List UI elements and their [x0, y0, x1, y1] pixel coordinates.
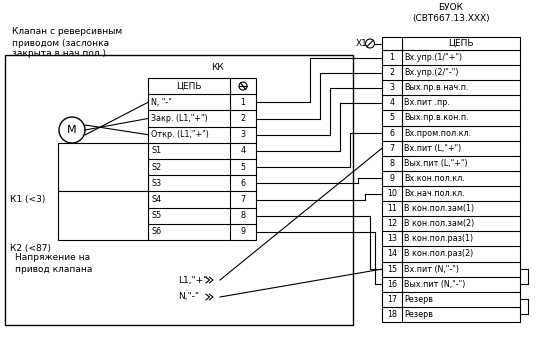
Text: L1,"+": L1,"+": [178, 275, 208, 285]
Text: В кон.пол.зам(2): В кон.пол.зам(2): [404, 219, 474, 228]
Text: 14: 14: [387, 250, 397, 258]
Text: S5: S5: [151, 211, 161, 220]
Text: 6: 6: [390, 129, 395, 138]
Text: КК: КК: [212, 64, 224, 72]
Text: 5: 5: [240, 163, 246, 172]
Text: В кон.пол.раз(1): В кон.пол.раз(1): [404, 234, 473, 243]
Text: 10: 10: [387, 189, 397, 198]
Text: Вх.упр.(1/"+"): Вх.упр.(1/"+"): [404, 53, 462, 62]
Text: К1 (<3): К1 (<3): [10, 195, 45, 204]
Text: 1: 1: [240, 98, 245, 107]
Text: Вых.пр.в.нач.п.: Вых.пр.в.нач.п.: [404, 83, 468, 92]
Text: 2: 2: [240, 114, 246, 123]
Text: Вх.пром.пол.кл.: Вх.пром.пол.кл.: [404, 129, 471, 138]
Text: Вх.пит (N,"-"): Вх.пит (N,"-"): [404, 265, 459, 274]
Text: ЦЕПЬ: ЦЕПЬ: [448, 39, 474, 48]
Text: 9: 9: [240, 227, 246, 236]
Text: Закр. (L1,"+"): Закр. (L1,"+"): [151, 114, 208, 123]
Text: Клапан с реверсивным: Клапан с реверсивным: [12, 28, 122, 36]
Text: 5: 5: [390, 114, 395, 122]
Text: закрыта в нач.пол.): закрыта в нач.пол.): [12, 50, 106, 58]
Text: ЦЕПЬ: ЦЕПЬ: [176, 82, 202, 90]
Text: 15: 15: [387, 265, 397, 274]
Bar: [5, 55, 353, 325]
Text: S3: S3: [151, 179, 161, 188]
Text: 8: 8: [240, 211, 245, 220]
Text: К2 (<87): К2 (<87): [10, 243, 51, 253]
Text: Вых.пит (N,"-"): Вых.пит (N,"-"): [404, 280, 465, 289]
Text: Вх.упр.(2/"-"): Вх.упр.(2/"-"): [404, 68, 459, 77]
Text: Вых.пит (L,"+"): Вых.пит (L,"+"): [404, 159, 468, 168]
Text: 3: 3: [390, 83, 395, 92]
Text: Откр. (L1,"+"): Откр. (L1,"+"): [151, 130, 209, 139]
Text: (СВТ667.13.ХХХ): (СВТ667.13.ХХХ): [412, 15, 490, 23]
Text: Вых.пр.в.кон.п.: Вых.пр.в.кон.п.: [404, 114, 468, 122]
Text: 7: 7: [390, 144, 395, 153]
Text: В кон.пол.зам(1): В кон.пол.зам(1): [404, 204, 474, 213]
Text: 18: 18: [387, 310, 397, 319]
Text: Вх.пит .пр.: Вх.пит .пр.: [404, 98, 450, 107]
Text: 11: 11: [387, 204, 397, 213]
Text: 1: 1: [390, 53, 395, 62]
Text: В кон.пол.раз(2): В кон.пол.раз(2): [404, 250, 473, 258]
Text: 2: 2: [390, 68, 395, 77]
Text: Напряжение на: Напряжение на: [15, 254, 90, 262]
Text: приводом (заслонка: приводом (заслонка: [12, 38, 109, 48]
Text: 7: 7: [240, 195, 246, 204]
Text: S4: S4: [151, 195, 161, 204]
Text: 13: 13: [387, 234, 397, 243]
Text: N,"-": N,"-": [178, 292, 199, 302]
Text: 4: 4: [390, 98, 395, 107]
Text: 12: 12: [387, 219, 397, 228]
Text: S6: S6: [151, 227, 161, 236]
Text: 16: 16: [387, 280, 397, 289]
Text: S2: S2: [151, 163, 161, 172]
Bar: [58, 143, 148, 191]
Bar: [382, 37, 520, 322]
Text: БУОК: БУОК: [439, 3, 464, 13]
Text: 9: 9: [390, 174, 395, 183]
Text: Резерв: Резерв: [404, 295, 433, 304]
Text: 3: 3: [240, 130, 245, 139]
Text: Х1: Х1: [356, 39, 368, 48]
Text: Резерв: Резерв: [404, 310, 433, 319]
Text: Вх.нач.пол.кл.: Вх.нач.пол.кл.: [404, 189, 465, 198]
Text: M: M: [67, 125, 77, 135]
Text: 4: 4: [240, 147, 245, 155]
Text: 8: 8: [390, 159, 395, 168]
Text: Вх.кон.пол.кл.: Вх.кон.пол.кл.: [404, 174, 465, 183]
Text: 17: 17: [387, 295, 397, 304]
Text: привод клапана: привод клапана: [15, 265, 92, 273]
Text: N, "-": N, "-": [151, 98, 172, 107]
Text: S1: S1: [151, 147, 161, 155]
Bar: [58, 191, 148, 240]
Text: Вх.пит (L,"+"): Вх.пит (L,"+"): [404, 144, 461, 153]
Bar: [148, 78, 256, 240]
Text: 6: 6: [240, 179, 245, 188]
